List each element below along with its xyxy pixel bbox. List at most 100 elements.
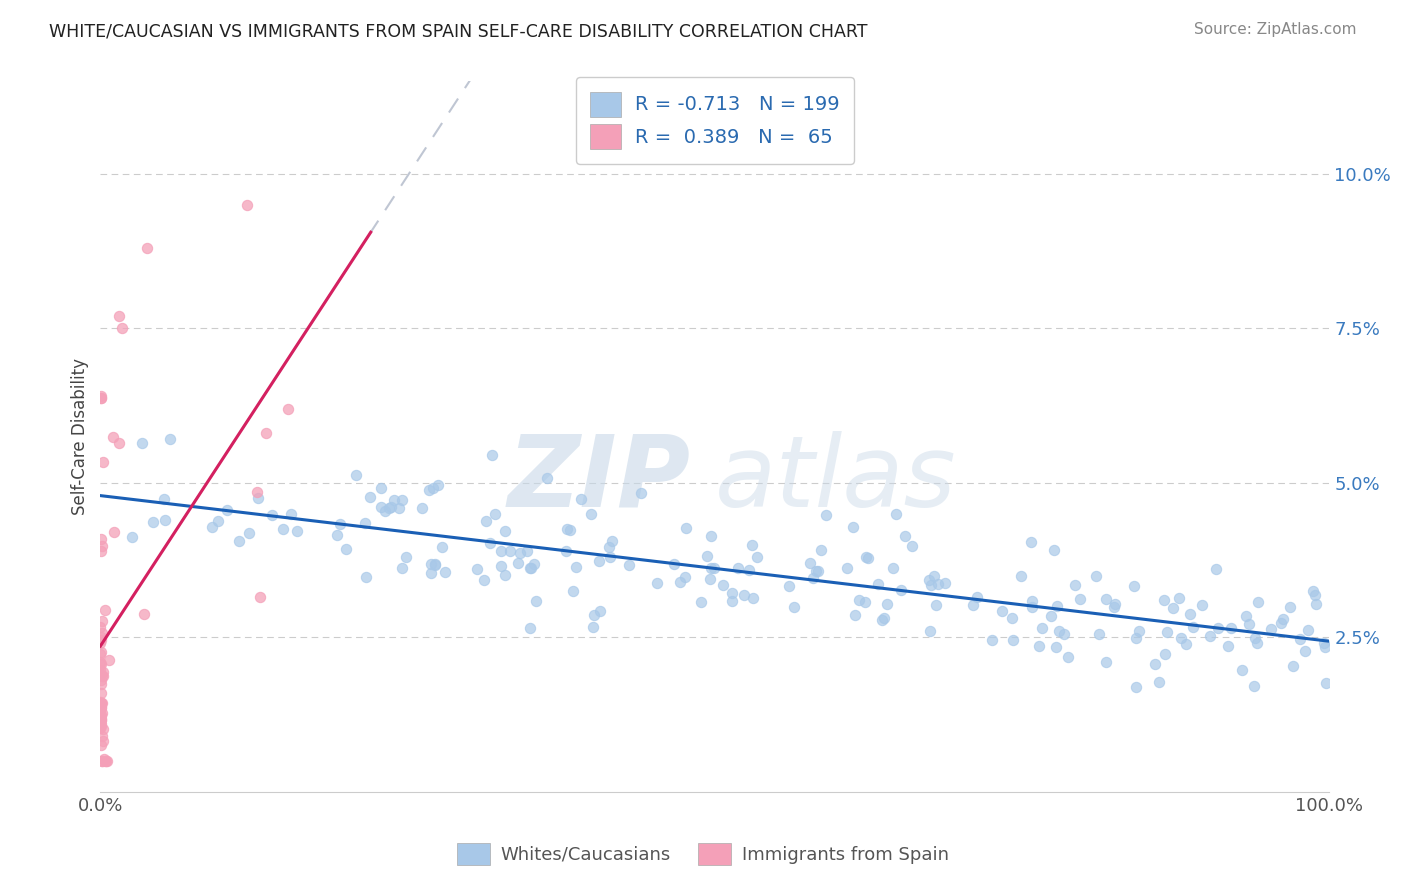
Point	[599, 550, 621, 565]
Point	[890, 583, 912, 598]
Point	[90, 754, 112, 768]
Point	[1161, 600, 1184, 615]
Point	[388, 501, 411, 516]
Point	[1270, 615, 1292, 630]
Point	[207, 514, 229, 528]
Point	[238, 525, 260, 540]
Point	[1305, 597, 1327, 611]
Point	[489, 558, 512, 573]
Point	[1205, 562, 1227, 576]
Point	[93, 603, 115, 617]
Point	[1303, 588, 1326, 602]
Point	[277, 402, 299, 417]
Point	[1095, 592, 1118, 607]
Point	[90, 738, 112, 752]
Point	[90, 713, 112, 727]
Point	[1181, 620, 1204, 634]
Point	[522, 557, 544, 571]
Point	[745, 550, 768, 565]
Point	[142, 515, 165, 529]
Point	[472, 574, 495, 588]
Point	[1084, 569, 1107, 583]
Point	[433, 566, 456, 580]
Point	[354, 516, 377, 531]
Point	[1289, 632, 1312, 647]
Point	[90, 633, 112, 648]
Point	[630, 486, 652, 500]
Point	[934, 575, 956, 590]
Point	[1282, 658, 1305, 673]
Point	[90, 716, 112, 731]
Point	[1043, 543, 1066, 558]
Point	[90, 676, 112, 690]
Point	[711, 578, 734, 592]
Point	[1021, 599, 1043, 614]
Point	[1088, 627, 1111, 641]
Point	[1156, 625, 1178, 640]
Point	[1028, 640, 1050, 654]
Point	[519, 560, 541, 574]
Point	[536, 471, 558, 485]
Point	[107, 309, 129, 323]
Point	[489, 543, 512, 558]
Point	[419, 566, 441, 580]
Point	[675, 521, 697, 535]
Point	[1206, 621, 1229, 635]
Legend: R = -0.713   N = 199, R =  0.389   N =  65: R = -0.713 N = 199, R = 0.389 N = 65	[575, 77, 853, 164]
Point	[1237, 617, 1260, 632]
Point	[810, 543, 832, 558]
Point	[696, 549, 718, 563]
Point	[479, 536, 502, 550]
Point	[555, 522, 578, 536]
Point	[721, 593, 744, 607]
Point	[579, 507, 602, 521]
Point	[598, 540, 620, 554]
Point	[778, 579, 800, 593]
Point	[588, 554, 610, 568]
Point	[394, 550, 416, 565]
Point	[89, 663, 111, 677]
Point	[271, 523, 294, 537]
Point	[91, 754, 114, 768]
Point	[1154, 647, 1177, 661]
Text: WHITE/CAUCASIAN VS IMMIGRANTS FROM SPAIN SELF-CARE DISABILITY CORRELATION CHART: WHITE/CAUCASIAN VS IMMIGRANTS FROM SPAIN…	[49, 22, 868, 40]
Point	[89, 657, 111, 672]
Point	[159, 432, 181, 446]
Point	[870, 613, 893, 627]
Point	[619, 558, 641, 573]
Point	[1315, 675, 1337, 690]
Point	[91, 665, 114, 679]
Point	[90, 392, 112, 406]
Point	[918, 573, 941, 587]
Point	[1260, 622, 1282, 636]
Point	[91, 625, 114, 640]
Point	[89, 721, 111, 735]
Point	[93, 752, 115, 766]
Point	[1021, 594, 1043, 608]
Point	[1168, 591, 1191, 606]
Point	[423, 558, 446, 573]
Point	[703, 561, 725, 575]
Point	[741, 538, 763, 552]
Point	[90, 711, 112, 725]
Point	[882, 561, 904, 575]
Point	[1244, 632, 1267, 646]
Point	[96, 754, 118, 768]
Point	[927, 576, 949, 591]
Point	[430, 540, 453, 554]
Point	[91, 455, 114, 469]
Point	[582, 619, 605, 633]
Point	[583, 608, 606, 623]
Point	[89, 695, 111, 709]
Point	[841, 520, 863, 534]
Point	[966, 590, 988, 604]
Point	[844, 607, 866, 622]
Point	[922, 569, 945, 583]
Point	[89, 636, 111, 650]
Point	[856, 550, 879, 565]
Point	[90, 729, 112, 743]
Point	[1199, 629, 1222, 643]
Point	[1001, 611, 1024, 625]
Point	[848, 593, 870, 607]
Point	[90, 544, 112, 558]
